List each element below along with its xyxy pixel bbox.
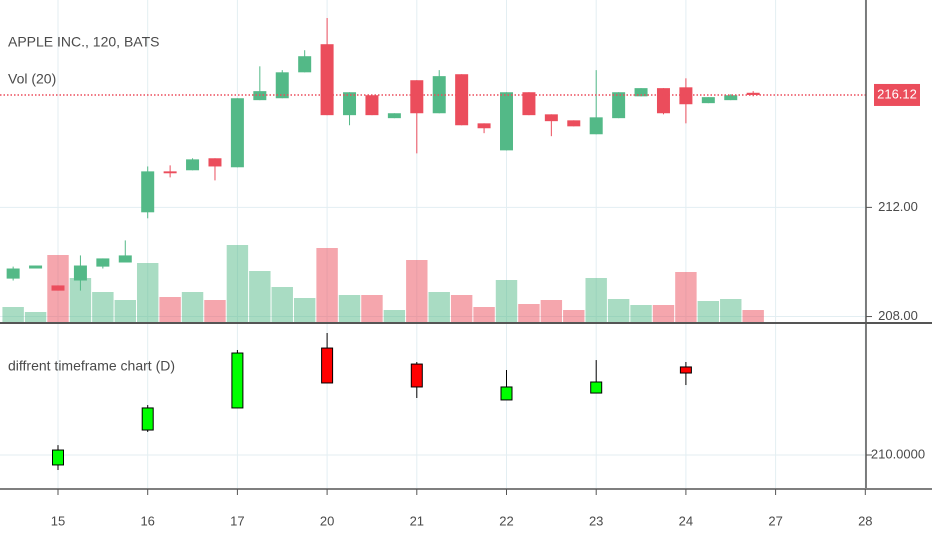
candle-body [612, 92, 626, 119]
last-price-label: 216.12 [877, 86, 917, 101]
candle-body [522, 92, 536, 116]
candle-body [634, 88, 648, 97]
volume-bar [136, 263, 159, 322]
x-tick-label: 17 [230, 513, 244, 528]
volume-bar [630, 305, 652, 322]
candle-body [208, 158, 222, 167]
volume-bar [159, 297, 181, 322]
volume-bar [338, 295, 361, 322]
volume-bar [406, 260, 428, 322]
volume-bar [204, 300, 226, 322]
volume-bar [24, 312, 47, 322]
panel-title: diffrent timeframe chart (D) [8, 358, 175, 374]
last-price-badge [874, 83, 920, 106]
volume-bar [518, 304, 540, 322]
x-tick-label: 24 [679, 513, 693, 528]
candle-body [118, 255, 132, 263]
volume-bar [114, 300, 136, 322]
candle-body [230, 98, 244, 168]
y-tick-label: 212.00 [878, 199, 918, 214]
volume-bar [652, 305, 675, 322]
volume-bar [383, 310, 406, 322]
volume-bar [249, 271, 271, 322]
candle-body [410, 80, 424, 114]
candle-body [343, 92, 357, 116]
candle-body [567, 120, 581, 127]
x-tick-label: 27 [768, 513, 782, 528]
x-tick-label: 22 [499, 513, 513, 528]
candle-body [679, 87, 693, 105]
volume-bar [540, 300, 563, 322]
candle-body [387, 113, 401, 119]
volume-label: Vol (20) [8, 71, 56, 87]
candle-body [590, 381, 603, 394]
volume-bar [361, 295, 383, 322]
x-tick-label: 28 [858, 513, 872, 528]
candle-body [320, 44, 334, 116]
x-tick-label: 16 [140, 513, 154, 528]
volume-bar [473, 307, 495, 322]
volume-bar [293, 298, 316, 322]
x-tick-label: 15 [51, 513, 65, 528]
volume-bar [92, 292, 114, 322]
volume-bar [181, 292, 204, 322]
x-tick-label: 23 [589, 513, 603, 528]
candle-body [275, 72, 289, 99]
candle-body [746, 92, 760, 95]
volume-bar [675, 272, 697, 322]
candle-body [455, 74, 469, 126]
candle-body [544, 114, 558, 122]
x-tick-label: 21 [410, 513, 424, 528]
candle-body [186, 159, 200, 171]
volume-bar [742, 310, 764, 322]
candle-body [73, 265, 87, 281]
candle-body [679, 366, 692, 374]
volume-bar [563, 310, 585, 322]
overlay: 15 16 17 20 21 22 23 24 27 28 212.00 208.00 210.0000… [51, 83, 925, 528]
candle-body [6, 268, 20, 279]
volume-bar [69, 278, 92, 322]
volume-bar [720, 299, 742, 322]
volume-bar [271, 287, 293, 322]
candle-body [656, 88, 670, 114]
candle-body [701, 97, 715, 104]
candle-body [141, 171, 155, 213]
candle-body [589, 117, 603, 135]
marks [0, 18, 866, 471]
chart-title: APPLE INC., 120, BATS [8, 34, 159, 50]
y-tick-label: 208.00 [878, 308, 918, 323]
candle-body [500, 386, 513, 401]
candle-body [141, 407, 154, 431]
volume-bar [450, 295, 473, 322]
candle-body [432, 76, 446, 114]
y-tick-label: 210.0000 [871, 446, 925, 461]
volume-bar [697, 301, 720, 322]
candle-body [500, 92, 513, 151]
volume-bar [607, 299, 630, 322]
candle-body [52, 449, 64, 466]
candle-body [410, 363, 423, 388]
candle-body [51, 285, 65, 291]
x-tick-label: 20 [320, 513, 334, 528]
volume-bar [428, 292, 450, 322]
candle-body [298, 56, 312, 73]
candle-body [477, 123, 491, 129]
candle-body [163, 171, 177, 174]
candle-body [231, 352, 244, 409]
candle-body [321, 347, 334, 384]
candle-body [29, 265, 43, 269]
candle-body [724, 95, 738, 101]
volume-bar [585, 278, 607, 322]
volume-bar [316, 248, 338, 322]
volume-bar [226, 245, 249, 322]
volume-bar [2, 307, 24, 322]
candle-body [365, 95, 379, 116]
candle-body [96, 258, 110, 267]
volume-bar [495, 280, 518, 322]
